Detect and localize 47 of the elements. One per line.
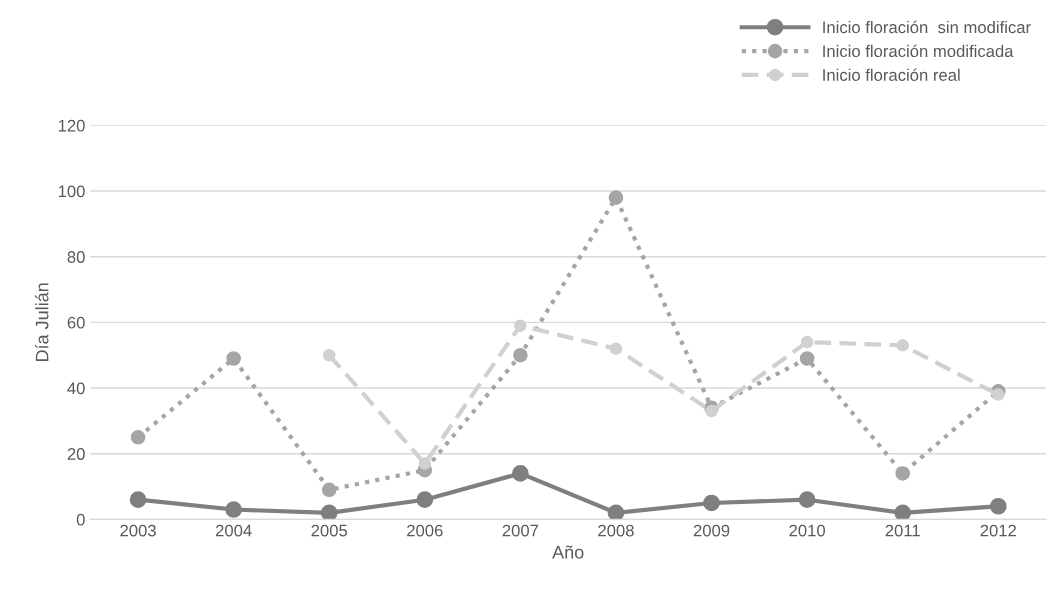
point — [129, 491, 147, 509]
legend-label: Inicio floración real — [823, 68, 960, 81]
point — [226, 351, 241, 366]
point — [514, 319, 527, 332]
point — [513, 347, 528, 363]
point — [130, 430, 146, 445]
point — [608, 190, 624, 205]
y-tick-label: 120 — [58, 119, 85, 132]
point — [512, 465, 529, 482]
point — [416, 491, 434, 509]
legend-label: Inicio floración modificada — [823, 44, 1014, 58]
point — [607, 504, 625, 520]
y-tick-label: 40 — [67, 382, 85, 395]
x-tick-label: 2004 — [215, 524, 252, 537]
point — [799, 351, 815, 366]
point — [320, 504, 338, 520]
point — [896, 339, 909, 352]
point — [989, 497, 1007, 515]
x-tick-label: 2009 — [693, 524, 730, 537]
x-tick-label: 2005 — [311, 524, 348, 537]
point — [992, 388, 1005, 401]
y-tick-label: 80 — [67, 251, 85, 263]
point — [321, 482, 337, 498]
x-axis-title: Año — [552, 545, 584, 559]
point — [705, 404, 718, 418]
point — [894, 504, 912, 520]
legend-label: Inicio floración sin modificar — [823, 20, 1031, 34]
point — [800, 335, 814, 349]
y-tick-label: 60 — [67, 316, 85, 329]
x-tick-label: 2006 — [407, 524, 443, 537]
point — [703, 494, 720, 512]
y-tick-label: 0 — [76, 513, 85, 526]
y-axis-title: Día Julián — [35, 283, 49, 362]
y-tick-label: 20 — [67, 448, 85, 460]
point — [225, 501, 242, 518]
x-tick-label: 2007 — [502, 524, 539, 537]
point — [418, 457, 432, 470]
x-tick-label: 2010 — [789, 524, 826, 537]
point — [798, 491, 816, 509]
x-tick-label: 2008 — [598, 524, 634, 537]
point — [895, 466, 910, 481]
x-tick-label: 2003 — [120, 524, 156, 537]
x-tick-label: 2011 — [885, 524, 920, 537]
point — [609, 342, 623, 355]
x-tick-label: 2012 — [980, 524, 1016, 537]
point — [322, 348, 336, 362]
y-tick-label: 100 — [58, 185, 85, 198]
